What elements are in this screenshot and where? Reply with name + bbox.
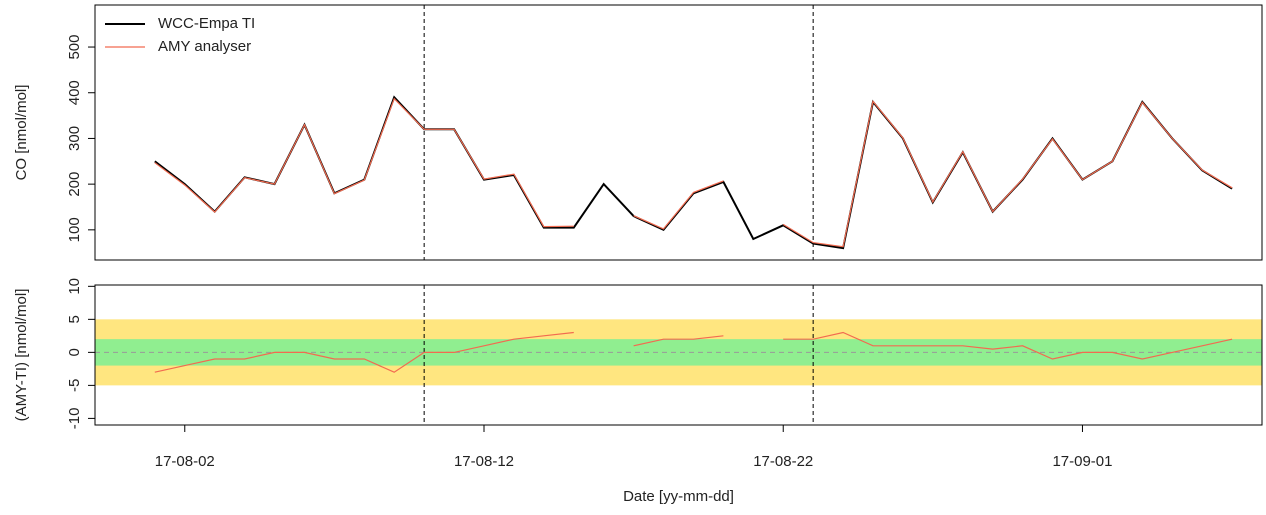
series-line xyxy=(154,95,1233,250)
x-axis-title: Date [yy-mm-dd] xyxy=(623,488,734,505)
y-tick-label: 300 xyxy=(66,126,83,151)
y-axis-title: (AMY-TI) [nmol/mol] xyxy=(13,289,30,422)
x-tick-label: 17-08-02 xyxy=(155,453,215,470)
x-tick-label: 17-08-22 xyxy=(753,453,813,470)
y-tick-label: 400 xyxy=(66,80,83,105)
y-tick-label: 5 xyxy=(66,315,83,323)
y-tick-label: 200 xyxy=(66,172,83,197)
y-tick-label: 10 xyxy=(66,278,83,295)
y-tick-label: 0 xyxy=(66,348,83,356)
plot-frame xyxy=(94,4,1263,261)
y-tick-label: -10 xyxy=(66,408,83,430)
y-tick-label: 500 xyxy=(66,35,83,60)
series-line xyxy=(154,97,1233,248)
series-line xyxy=(154,331,1233,373)
y-axis-title: CO [nmol/mol] xyxy=(13,85,30,181)
legend-label: WCC-Empa TI xyxy=(158,15,255,32)
y-tick-label: 100 xyxy=(66,217,83,242)
legend-label: AMY analyser xyxy=(158,38,251,55)
y-tick-label: -5 xyxy=(66,379,83,392)
x-tick-label: 17-09-01 xyxy=(1052,453,1112,470)
x-tick-label: 17-08-12 xyxy=(454,453,514,470)
plot-frame xyxy=(94,284,1263,426)
